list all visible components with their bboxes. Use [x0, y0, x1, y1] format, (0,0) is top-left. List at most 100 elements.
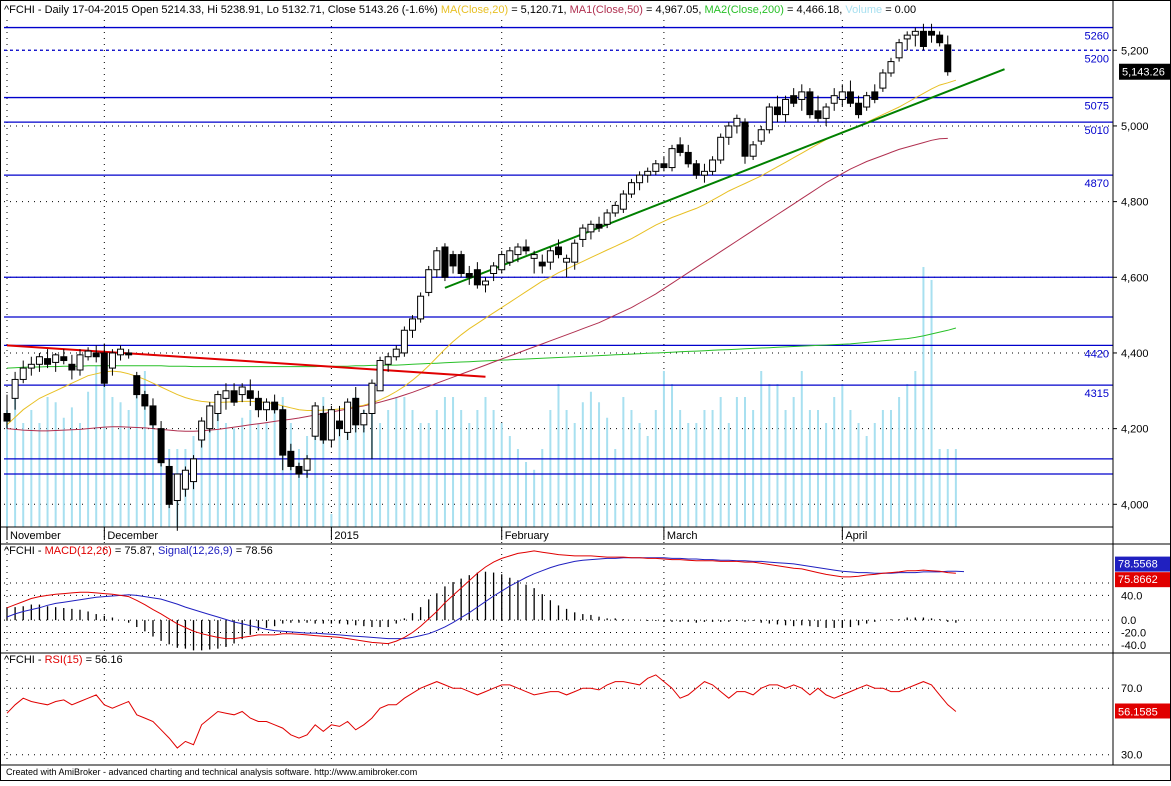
candle	[830, 88, 838, 111]
candle-body	[392, 348, 400, 358]
macd-legend-label: MACD(12,26)	[45, 545, 112, 557]
candle	[417, 292, 425, 323]
candle-body	[928, 30, 936, 36]
candle	[368, 379, 376, 459]
candle	[676, 137, 684, 157]
candle	[911, 27, 919, 47]
candle-body	[936, 34, 944, 44]
candle	[603, 209, 611, 229]
candle	[449, 250, 457, 274]
rsi-line	[6, 674, 957, 749]
candle	[611, 201, 619, 217]
candle	[157, 421, 165, 467]
candle	[60, 349, 68, 365]
candle-body	[944, 44, 952, 73]
candle	[238, 383, 246, 403]
candle-body	[863, 95, 871, 108]
time-tick-label: April	[845, 530, 867, 542]
signal-legend-value: = 78.56	[236, 545, 273, 557]
candle-body	[287, 450, 295, 467]
candle-body	[627, 182, 635, 195]
candle-body	[741, 121, 749, 157]
candle-body	[757, 129, 765, 142]
candle	[108, 349, 116, 376]
candle-body	[271, 401, 279, 411]
candle	[668, 144, 676, 172]
price-tick-label: 5,000	[1121, 121, 1149, 133]
candle	[327, 405, 335, 448]
candle	[384, 352, 392, 372]
candle	[700, 163, 708, 183]
candle-body	[417, 295, 425, 320]
candle-body	[871, 91, 879, 100]
candle	[149, 398, 157, 429]
candle	[68, 354, 76, 380]
candle-body	[919, 30, 927, 47]
level-label: 5075	[1085, 101, 1109, 113]
candle-body	[76, 354, 84, 371]
candle-body	[441, 246, 449, 278]
macd-legend-value: = 75.87,	[115, 545, 158, 557]
volume-legend-value: = 0.00	[885, 4, 916, 16]
candle	[92, 345, 100, 363]
candle	[336, 405, 344, 437]
candle-body	[903, 34, 911, 40]
candle	[311, 402, 319, 440]
candle-body	[238, 386, 246, 396]
candle	[652, 159, 660, 176]
candle	[214, 390, 222, 422]
rsi-value-box	[1115, 703, 1171, 719]
candle	[595, 216, 603, 232]
candle-body	[214, 394, 222, 414]
time-tick-label: March	[667, 530, 698, 542]
candle-body	[84, 350, 92, 358]
candle-body	[336, 420, 344, 430]
candle-body	[11, 378, 19, 399]
candle	[409, 315, 416, 338]
candle-body	[465, 273, 473, 278]
time-tick-label: November	[10, 530, 61, 542]
macd-tick-label: 40.0	[1121, 590, 1142, 602]
candle	[773, 95, 781, 123]
candle-body	[798, 91, 806, 100]
candle-body	[384, 356, 392, 365]
candle	[425, 265, 433, 297]
candle	[838, 84, 846, 108]
candle-body	[830, 95, 838, 104]
macd-value-label: 75.8662	[1118, 574, 1158, 586]
candle	[481, 277, 489, 293]
candle-body	[68, 363, 76, 371]
macd-line	[6, 550, 956, 645]
time-tick-label: December	[107, 530, 158, 542]
price-header: ^FCHI - Daily 17-04-2015 Open 5214.33, H…	[4, 4, 916, 16]
candle	[490, 262, 498, 282]
candle	[441, 243, 449, 282]
candle	[919, 23, 927, 51]
candle	[433, 247, 441, 278]
candle	[11, 371, 19, 410]
candle-body	[360, 412, 368, 426]
candle-body	[700, 170, 708, 176]
candle-body	[125, 352, 133, 356]
candle-body	[498, 254, 506, 271]
candle	[392, 345, 400, 361]
candle-body	[587, 223, 595, 233]
candle-body	[376, 360, 384, 392]
candle-body	[887, 61, 895, 74]
candle-body	[473, 269, 481, 286]
signal-value-label: 78.5568	[1118, 559, 1158, 571]
macd-tick-label: -40.0	[1121, 640, 1146, 652]
candle-body	[181, 469, 189, 490]
ma50-legend-value: = 4,967.05,	[646, 4, 701, 16]
candle	[52, 352, 60, 372]
candle-body	[100, 352, 108, 384]
candle-body	[165, 465, 173, 505]
candle-body	[879, 72, 887, 89]
price-tick-label: 4,000	[1121, 499, 1149, 511]
candle	[741, 118, 749, 164]
ma20-line	[6, 79, 957, 426]
candle	[806, 88, 814, 119]
candle	[928, 23, 936, 43]
price-header-prefix: ^FCHI - Daily 17-04-2015 Open 5214.33, H…	[4, 4, 438, 16]
